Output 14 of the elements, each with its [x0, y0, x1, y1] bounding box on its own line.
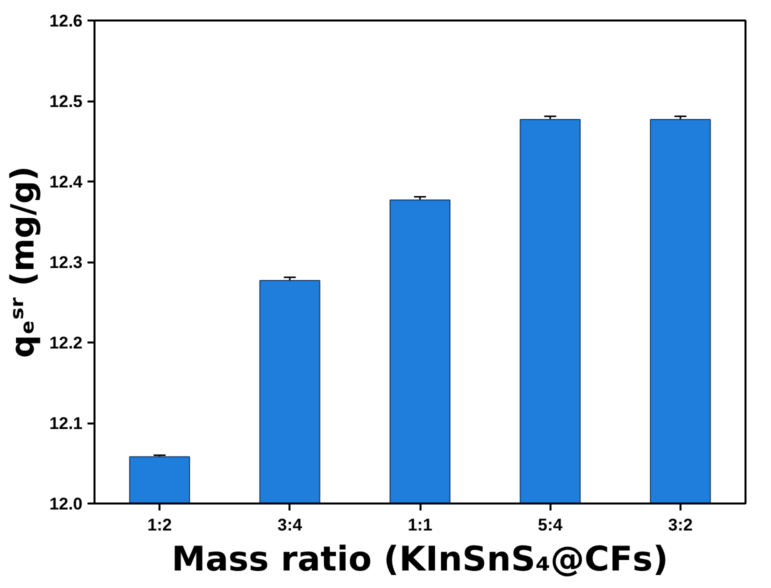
x-tick-label: 1:2: [147, 516, 172, 534]
y-tick-label: 12.6: [49, 12, 83, 30]
y-axis-title: qₑˢʳ (mg/g): [3, 166, 42, 358]
y-tick-label: 12.3: [49, 253, 83, 272]
x-tick-label: 5:4: [538, 516, 564, 534]
x-axis-title: Mass ratio (KInSnS₄@CFs): [172, 540, 668, 580]
y-tick-label: 12.2: [49, 334, 83, 352]
x-tick-label: 3:2: [668, 516, 693, 534]
x-tick-label: 1:1: [408, 516, 432, 534]
x-tick-label: 3:4: [278, 516, 303, 534]
y-tick-label: 12.4: [49, 172, 84, 192]
y-tick-label: 12.5: [49, 92, 83, 111]
y-tick-label: 12.0: [49, 494, 83, 514]
y-tick-label: 12.1: [49, 414, 83, 433]
